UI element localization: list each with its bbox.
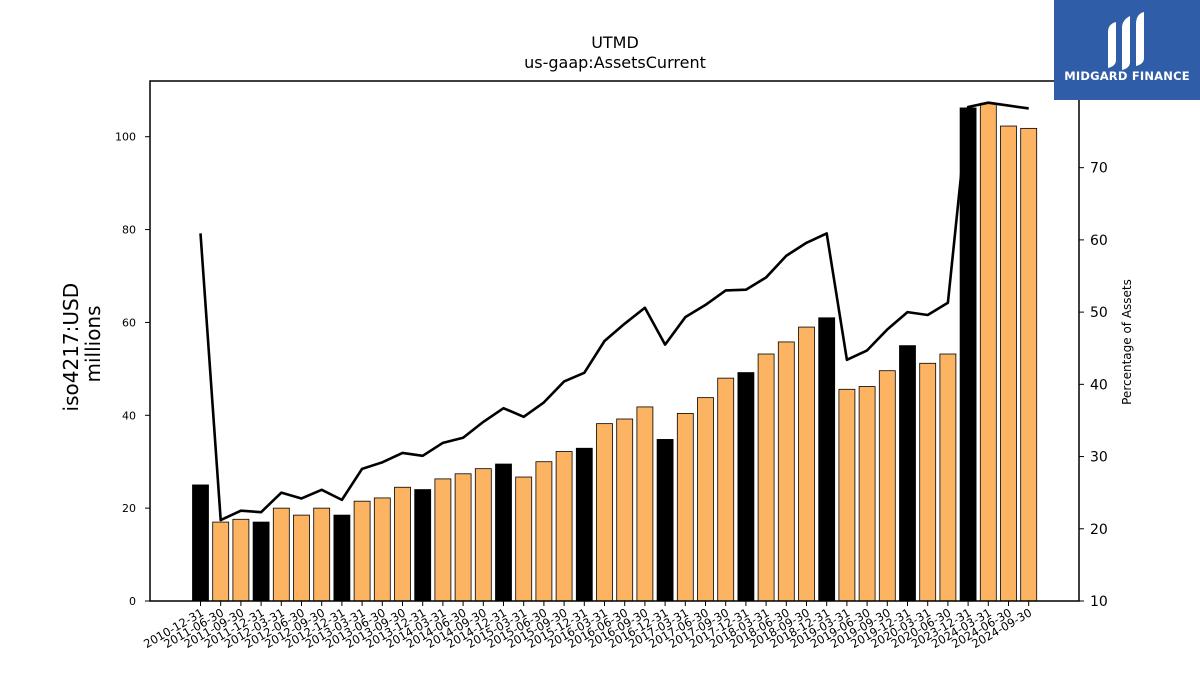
- bar-2018-03-31: [757, 353, 775, 602]
- bar-2012-03-31: [272, 507, 290, 602]
- y2-tick-label: 40: [1090, 377, 1108, 393]
- bar-2016-06-30: [616, 418, 634, 602]
- y-tick-label: 80: [122, 224, 136, 237]
- chart-title: UTMD: [591, 33, 639, 52]
- bar-2024-09-30: [1020, 127, 1038, 602]
- bar-2019-03-31: [838, 388, 856, 602]
- bar-2024-03-31: [979, 102, 997, 602]
- bar-2014-06-30: [454, 473, 472, 602]
- bar-2013-09-30: [394, 486, 411, 602]
- bar-2024-06-30: [1000, 125, 1017, 602]
- y-axis-label-scale: millions: [81, 305, 105, 382]
- bar-2012-09-30: [313, 507, 331, 602]
- bar-2019-06-30: [858, 386, 876, 602]
- y-tick-label: 60: [122, 316, 136, 329]
- bar-2013-03-31: [353, 500, 371, 602]
- y2-tick-label: 30: [1090, 450, 1108, 466]
- bar-2014-03-31: [434, 478, 452, 602]
- line-layer: [199, 101, 1029, 522]
- logo-text: MIDGARD FINANCE: [1064, 69, 1190, 83]
- bar-2013-06-30: [373, 497, 391, 602]
- bar-2017-09-30: [717, 377, 735, 602]
- percentage-line: [199, 101, 1029, 522]
- bar-2012-12-31: [333, 514, 351, 602]
- bar-2010-12-31: [192, 484, 209, 602]
- bar-2014-09-30: [474, 468, 492, 602]
- bar-2015-03-31: [515, 476, 533, 602]
- bar-2018-09-30: [798, 326, 815, 602]
- bar-2011-09-30: [232, 518, 250, 602]
- chart-subtitle: us-gaap:AssetsCurrent: [524, 53, 706, 72]
- bar-2011-06-30: [212, 521, 230, 602]
- y2-axis-label: Percentage of Assets: [1120, 279, 1134, 405]
- bar-2015-06-30: [535, 461, 553, 602]
- bar-2020-06-30: [939, 353, 957, 602]
- bar-2015-12-31: [575, 447, 593, 602]
- y-tick-label: 100: [115, 131, 136, 144]
- bar-2016-03-31: [596, 423, 613, 602]
- y-tick-label: 0: [129, 595, 136, 608]
- bar-2015-09-30: [555, 451, 573, 602]
- bar-2019-09-30: [878, 370, 896, 602]
- y2-tick-label: 60: [1090, 233, 1108, 249]
- bar-2018-12-31: [818, 317, 836, 602]
- midgard-logo-icon: [1108, 12, 1144, 70]
- midgard-finance-logo: MIDGARD FINANCE: [1054, 0, 1200, 100]
- bar-2011-12-31: [252, 521, 270, 602]
- y2-tick-label: 50: [1090, 305, 1108, 321]
- y-tick-label: 20: [122, 502, 136, 515]
- bar-2023-12-31: [959, 107, 977, 602]
- y2-tick-label: 10: [1090, 594, 1108, 610]
- bar-2013-12-31: [414, 489, 432, 602]
- y-axis-label-unit: iso4217:USD: [59, 283, 83, 412]
- bar-2014-12-31: [495, 463, 512, 602]
- y2-tick-label: 70: [1090, 161, 1108, 177]
- axes-layer: 020406080100102030405060702010-12-312011…: [115, 80, 1108, 651]
- y-tick-label: 40: [122, 409, 136, 422]
- bar-2017-06-30: [697, 397, 714, 602]
- bar-2016-12-31: [656, 439, 674, 602]
- y2-tick-label: 20: [1090, 522, 1108, 538]
- bar-2012-06-30: [293, 514, 310, 602]
- bar-2018-06-30: [777, 341, 795, 602]
- y-axis-label: iso4217:USD millions: [59, 277, 105, 412]
- bar-2020-03-31: [919, 362, 937, 602]
- bar-2019-12-31: [899, 345, 916, 602]
- bar-2017-03-31: [676, 413, 694, 602]
- bars-layer: [192, 102, 1038, 602]
- plot-frame: [149, 80, 1080, 602]
- bar-2017-12-31: [737, 372, 755, 602]
- bar-2016-09-30: [636, 406, 654, 602]
